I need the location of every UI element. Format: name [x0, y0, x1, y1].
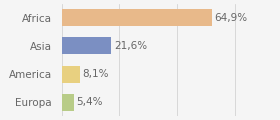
Text: 5,4%: 5,4%: [76, 97, 103, 107]
Bar: [62, 94, 74, 111]
Bar: [62, 9, 211, 26]
Text: 8,1%: 8,1%: [83, 69, 109, 79]
Bar: [62, 66, 80, 83]
Bar: [62, 37, 111, 54]
Text: 64,9%: 64,9%: [214, 13, 247, 23]
Text: 21,6%: 21,6%: [114, 41, 147, 51]
